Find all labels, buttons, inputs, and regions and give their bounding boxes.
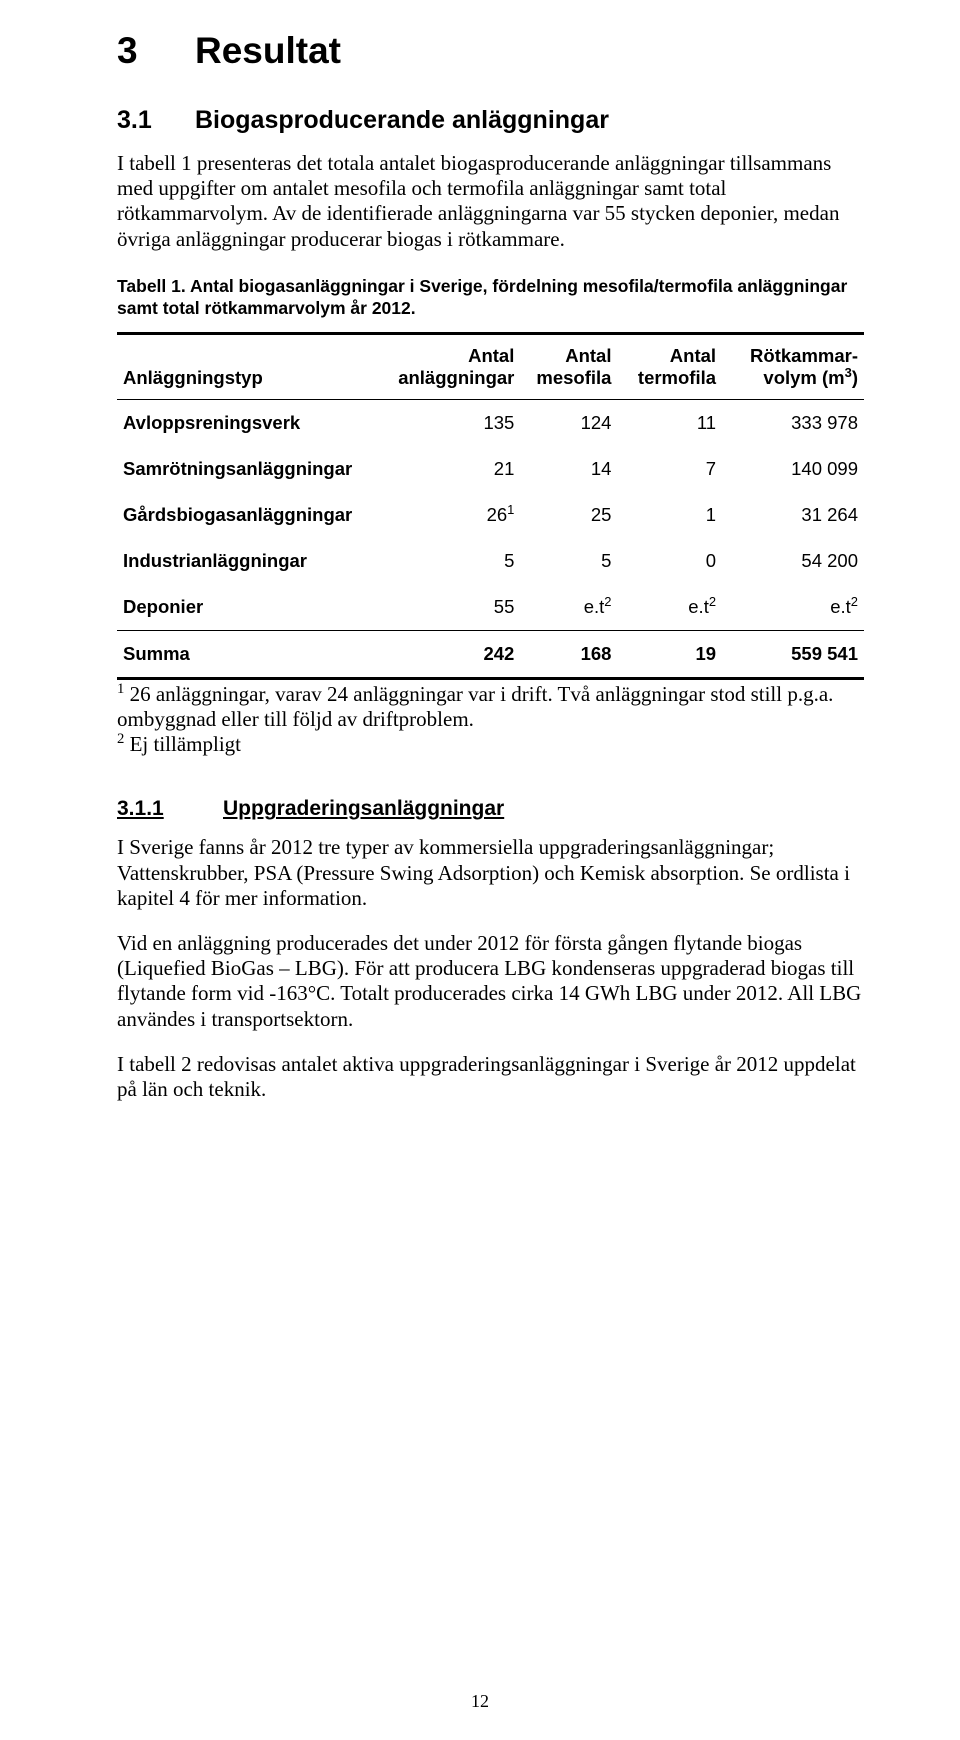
table-row: Samrötningsanläggningar 21 14 7 140 099 (117, 446, 864, 492)
th-termo-l2: termofila (638, 367, 716, 388)
heading-3-title: Uppgraderingsanläggningar (223, 797, 504, 820)
cell-sum-meso: 168 (520, 630, 617, 678)
document-page: 3Resultat 3.1Biogasproducerande anläggni… (0, 0, 960, 1740)
paragraph-intro: I tabell 1 presenteras det totala antale… (117, 151, 864, 252)
cell-meso: 14 (520, 446, 617, 492)
cell-n: 261 (386, 492, 520, 538)
cell-meso: 5 (520, 538, 617, 584)
paragraph: I Sverige fanns år 2012 tre typer av kom… (117, 835, 864, 911)
cell-termo: e.t2 (617, 584, 722, 631)
cell-termo: 11 (617, 399, 722, 446)
cell-sup: 2 (709, 594, 716, 609)
paragraph: I tabell 2 redovisas antalet aktiva uppg… (117, 1052, 864, 1102)
paragraph: Vid en anläggning producerades det under… (117, 931, 864, 1032)
footnote-2-text: Ej tillämpligt (124, 732, 241, 756)
cell-vol: 31 264 (722, 492, 864, 538)
cell-sum-n: 242 (386, 630, 520, 678)
table-row: Gårdsbiogasanläggningar 261 25 1 31 264 (117, 492, 864, 538)
table-row: Industrianläggningar 5 5 0 54 200 (117, 538, 864, 584)
cell-meso: 124 (520, 399, 617, 446)
cell-type: Gårdsbiogasanläggningar (117, 492, 386, 538)
th-count-l1: Antal (468, 345, 514, 366)
table-header-row: Anläggningstyp Antal anläggningar Antal … (117, 333, 864, 399)
th-vol-l1: Rötkammar- (750, 345, 858, 366)
th-termo-l1: Antal (670, 345, 716, 366)
cell-sup: 2 (604, 594, 611, 609)
cell-sum-vol: 559 541 (722, 630, 864, 678)
cell-vol: e.t2 (722, 584, 864, 631)
cell-n: 55 (386, 584, 520, 631)
heading-2: 3.1Biogasproducerande anläggningar (117, 106, 864, 135)
table-1: Anläggningstyp Antal anläggningar Antal … (117, 332, 864, 680)
th-meso-l1: Antal (565, 345, 611, 366)
th-vol-sup: 3 (845, 365, 852, 380)
cell-meso: 25 (520, 492, 617, 538)
th-vol-l2a: volym (m (763, 367, 844, 388)
th-count: Antal anläggningar (386, 333, 520, 399)
heading-2-number: 3.1 (117, 106, 195, 135)
th-vol-l2b: ) (852, 367, 858, 388)
table-1-footnotes: 1 26 anläggningar, varav 24 anläggningar… (117, 682, 864, 758)
cell-type: Samrötningsanläggningar (117, 446, 386, 492)
heading-1-number: 3 (117, 30, 195, 72)
th-meso-l2: mesofila (536, 367, 611, 388)
cell-type: Deponier (117, 584, 386, 631)
table-row-deponier: Deponier 55 e.t2 e.t2 e.t2 (117, 584, 864, 631)
table-row: Avloppsreningsverk 135 124 11 333 978 (117, 399, 864, 446)
heading-1-title: Resultat (195, 30, 341, 71)
cell-termo: 7 (617, 446, 722, 492)
page-number: 12 (0, 1691, 960, 1712)
cell-termo: 1 (617, 492, 722, 538)
cell-sum-termo: 19 (617, 630, 722, 678)
cell-vol: 54 200 (722, 538, 864, 584)
cell-n: 21 (386, 446, 520, 492)
cell-vol: 333 978 (722, 399, 864, 446)
table-row-sum: Summa 242 168 19 559 541 (117, 630, 864, 678)
th-termo: Antal termofila (617, 333, 722, 399)
heading-1: 3Resultat (117, 30, 864, 72)
th-meso: Antal mesofila (520, 333, 617, 399)
heading-3-number: 3.1.1 (117, 797, 223, 821)
th-vol: Rötkammar- volym (m3) (722, 333, 864, 399)
cell-sup: 2 (851, 594, 858, 609)
cell-n-sup: 1 (507, 502, 514, 517)
th-type: Anläggningstyp (117, 333, 386, 399)
footnote-1-text: 26 anläggningar, varav 24 anläggningar v… (117, 682, 833, 731)
cell-meso: e.t2 (520, 584, 617, 631)
cell-n: 5 (386, 538, 520, 584)
cell-sum-label: Summa (117, 630, 386, 678)
th-count-l2: anläggningar (398, 367, 514, 388)
cell-n: 135 (386, 399, 520, 446)
heading-2-title: Biogasproducerande anläggningar (195, 106, 609, 134)
cell-type: Avloppsreningsverk (117, 399, 386, 446)
heading-3: 3.1.1Uppgraderingsanläggningar (117, 797, 864, 821)
table-1-caption: Tabell 1. Antal biogasanläggningar i Sve… (117, 276, 864, 320)
cell-termo: 0 (617, 538, 722, 584)
cell-vol: 140 099 (722, 446, 864, 492)
cell-type: Industrianläggningar (117, 538, 386, 584)
